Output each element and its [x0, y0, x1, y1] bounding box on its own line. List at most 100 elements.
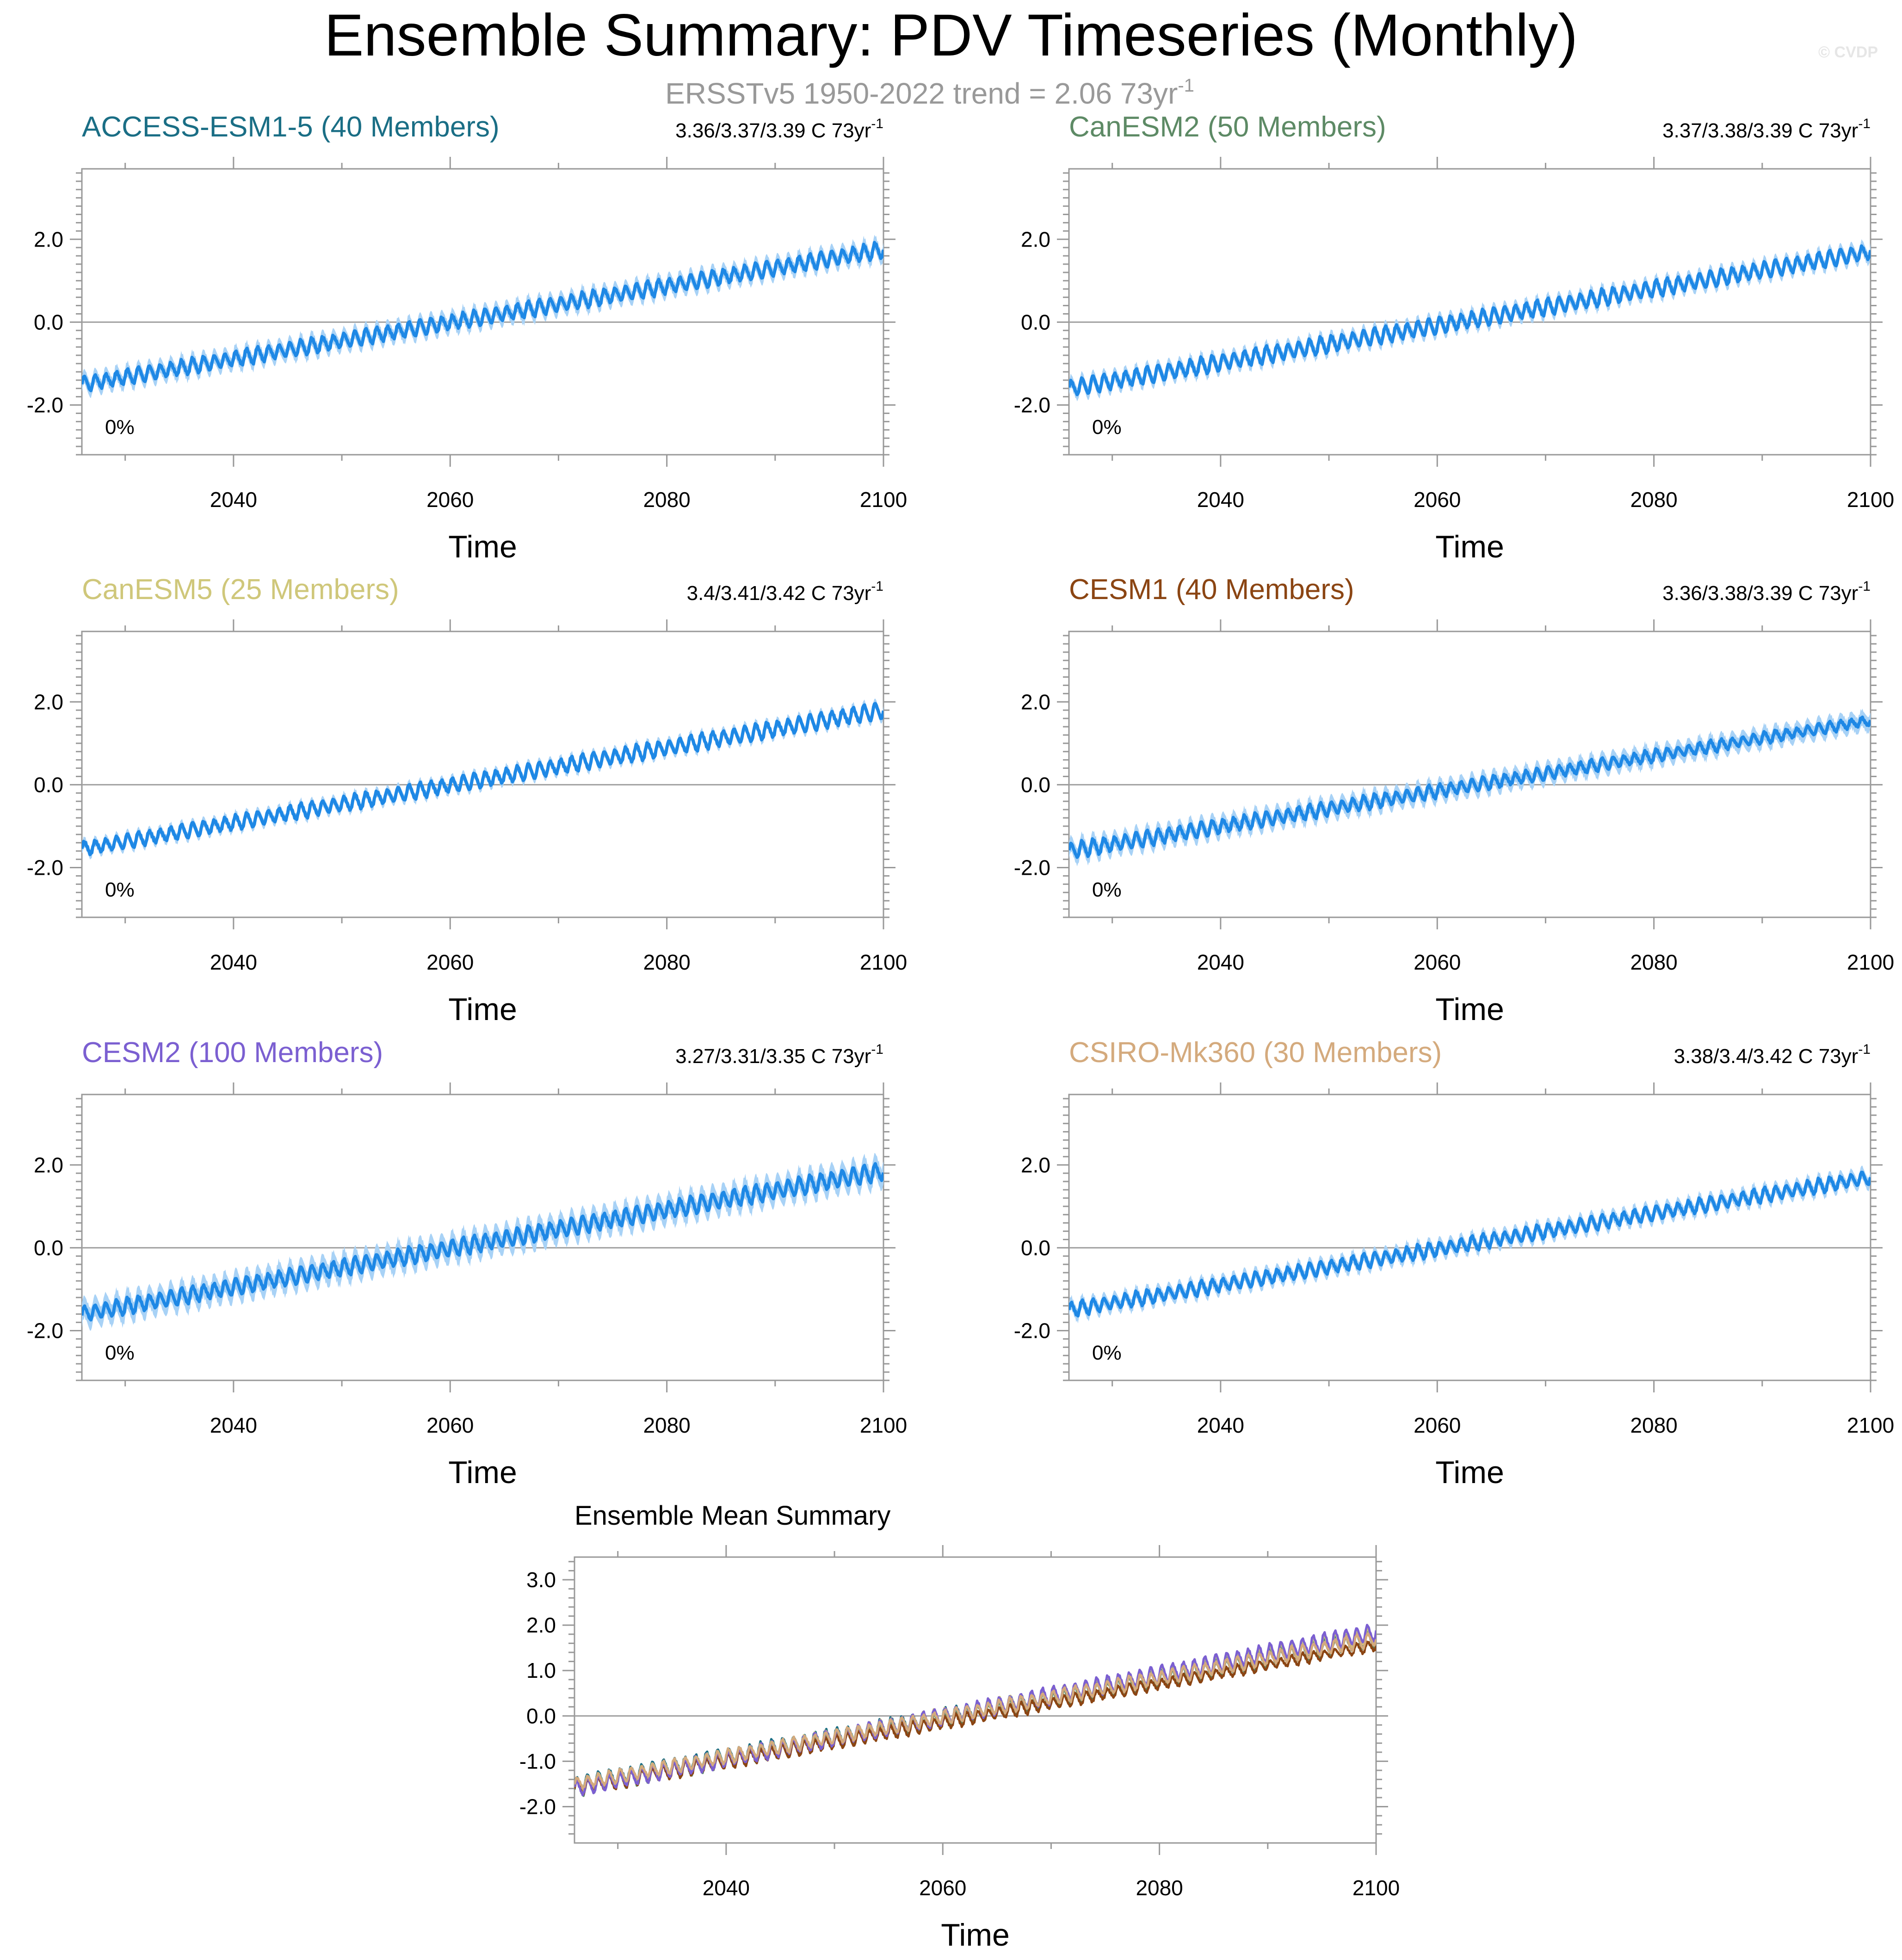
- trend-value: 3.4/3.41/3.42 C 73yr: [687, 582, 871, 605]
- plot-frame: [81, 168, 884, 456]
- percent-label: 0%: [105, 416, 135, 439]
- y-tick-label: -2.0: [27, 856, 63, 880]
- y-tick-label: -2.0: [1014, 393, 1050, 417]
- x-tick-label: 2100: [860, 488, 907, 512]
- trend-label: 3.36/3.37/3.39 C 73yr-1: [675, 116, 883, 142]
- x-tick-label: 2060: [1414, 488, 1461, 512]
- plot-frame: [574, 1556, 1377, 1844]
- x-tick-label: 2100: [1847, 950, 1894, 974]
- x-tick-label: 2080: [1136, 1876, 1183, 1900]
- x-axis-label: Time: [1435, 529, 1504, 564]
- x-axis-label: Time: [941, 1917, 1010, 1953]
- y-tick-label: 0.0: [526, 1704, 556, 1728]
- x-tick-label: 2060: [1414, 1413, 1461, 1437]
- chart-panel-0: -2.0 0.0 2.0 2040 2060 2080 2100 Time ACCESS-ESM…: [27, 111, 907, 564]
- trend-label: 3.36/3.38/3.39 C 73yr-1: [1662, 579, 1871, 605]
- trend-label: 3.37/3.38/3.39 C 73yr-1: [1662, 116, 1871, 142]
- chart-panel-1: -2.0 0.0 2.0 2040 2060 2080 2100 Time CanESM2 (5…: [1014, 111, 1894, 564]
- y-tick-label: -1.0: [519, 1749, 556, 1773]
- figure-subtitle-sup: -1: [1178, 75, 1194, 96]
- x-tick-label: 2060: [426, 488, 474, 512]
- figure-subtitle: ERSSTv5 1950-2022 trend = 2.06 73yr-1: [665, 75, 1194, 110]
- trend-sup: -1: [1858, 579, 1871, 594]
- y-tick-label: 2.0: [526, 1613, 556, 1637]
- series-group: [1069, 239, 1871, 402]
- x-tick-label: 2080: [643, 1413, 690, 1437]
- plot-frame: [81, 631, 884, 918]
- x-tick-label: 2080: [643, 488, 690, 512]
- trend-label: 3.27/3.31/3.35 C 73yr-1: [675, 1042, 883, 1068]
- x-axis-label: Time: [448, 1455, 517, 1490]
- panel-title: ACCESS-ESM1-5 (40 Members): [82, 111, 500, 143]
- y-tick-label: -2.0: [1014, 856, 1050, 880]
- trend-value: 3.36/3.38/3.39 C 73yr: [1662, 582, 1858, 605]
- y-tick-label: 2.0: [34, 690, 63, 714]
- x-tick-label: 2080: [1630, 488, 1677, 512]
- ensemble-mean-line: [1069, 244, 1871, 396]
- x-tick-label: 2040: [1197, 950, 1244, 974]
- plot-frame: [1068, 631, 1871, 918]
- y-tick-label: 2.0: [1021, 227, 1050, 251]
- watermark: © CVDP: [1818, 43, 1878, 61]
- series-line-csiro-mk360: [574, 1632, 1376, 1790]
- percent-label: 0%: [105, 878, 135, 901]
- series-group: [1069, 1165, 1871, 1323]
- series-group: [82, 699, 883, 860]
- trend-label: 3.4/3.41/3.42 C 73yr-1: [687, 579, 883, 605]
- series-group: [82, 1153, 883, 1331]
- trend-label: 3.38/3.4/3.42 C 73yr-1: [1674, 1042, 1871, 1068]
- chart-panel-3: -2.0 0.0 2.0 2040 2060 2080 2100 Time CESM1 (40 …: [1014, 574, 1894, 1027]
- percent-label: 0%: [105, 1342, 135, 1364]
- x-tick-label: 2040: [1197, 488, 1244, 512]
- x-tick-label: 2100: [1847, 488, 1894, 512]
- trend-sup: -1: [871, 579, 883, 594]
- x-tick-label: 2060: [426, 1413, 474, 1437]
- y-tick-label: -2.0: [27, 1319, 63, 1343]
- chart-panel-2: -2.0 0.0 2.0 2040 2060 2080 2100 Time CanESM5 (2…: [27, 574, 907, 1027]
- y-tick-label: -2.0: [519, 1795, 556, 1819]
- trend-sup: -1: [1858, 116, 1871, 131]
- x-tick-label: 2040: [703, 1876, 750, 1900]
- x-tick-label: 2100: [860, 950, 907, 974]
- series-group: [1069, 708, 1871, 866]
- chart-panel-4: -2.0 0.0 2.0 2040 2060 2080 2100 Time CESM2 (100…: [27, 1037, 907, 1490]
- x-tick-label: 2040: [210, 488, 257, 512]
- y-tick-label: 0.0: [1021, 310, 1050, 334]
- y-tick-label: 0.0: [34, 773, 63, 797]
- percent-label: 0%: [1092, 416, 1122, 439]
- y-tick-label: 2.0: [1021, 1153, 1050, 1177]
- panel-title: CanESM2 (50 Members): [1069, 111, 1386, 143]
- ensemble-mean-line: [82, 1162, 883, 1322]
- x-tick-label: 2040: [210, 950, 257, 974]
- panel-title: Ensemble Mean Summary: [574, 1501, 890, 1531]
- trend-value: 3.37/3.38/3.39 C 73yr: [1662, 119, 1858, 142]
- trend-value: 3.27/3.31/3.35 C 73yr: [675, 1045, 871, 1068]
- x-tick-label: 2060: [919, 1876, 966, 1900]
- ensemble-mean-line: [82, 241, 883, 392]
- x-tick-label: 2100: [1352, 1876, 1400, 1900]
- trend-sup: -1: [871, 1042, 883, 1057]
- series-group: [82, 235, 883, 398]
- x-axis-label: Time: [1435, 1455, 1504, 1490]
- plot-frame: [81, 1094, 884, 1381]
- y-tick-label: -2.0: [1014, 1319, 1050, 1343]
- y-tick-label: 2.0: [34, 1153, 63, 1177]
- x-axis-label: Time: [1435, 992, 1504, 1027]
- x-tick-label: 2080: [643, 950, 690, 974]
- panels-group: -2.0 0.0 2.0 2040 2060 2080 2100 Time ACCESS-ESM…: [27, 111, 1894, 1953]
- plot-frame: [1068, 1094, 1871, 1381]
- x-tick-label: 2060: [426, 950, 474, 974]
- ensemble-mean-line: [82, 702, 883, 856]
- x-tick-label: 2060: [1414, 950, 1461, 974]
- x-tick-label: 2080: [1630, 1413, 1677, 1437]
- figure-subtitle-main: ERSSTv5 1950-2022 trend = 2.06 73yr: [665, 77, 1178, 110]
- x-tick-label: 2100: [1847, 1413, 1894, 1437]
- x-axis-label: Time: [448, 992, 517, 1027]
- y-tick-label: 3.0: [526, 1568, 556, 1592]
- x-tick-label: 2100: [860, 1413, 907, 1437]
- y-tick-label: 0.0: [34, 310, 63, 334]
- x-tick-label: 2040: [210, 1413, 257, 1437]
- plot-frame: [1068, 168, 1871, 456]
